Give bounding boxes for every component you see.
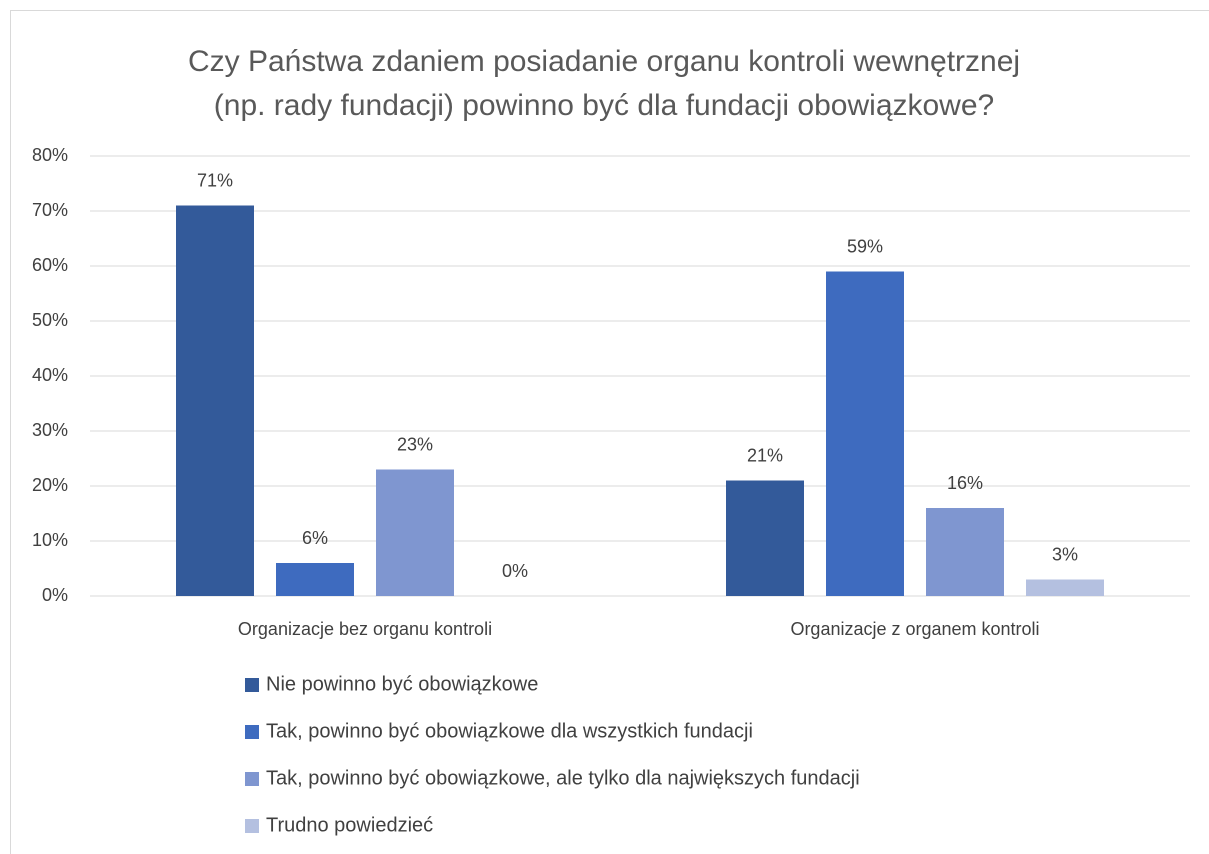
bar	[376, 469, 454, 596]
data-label: 21%	[747, 445, 783, 465]
y-tick-label: 20%	[32, 475, 68, 495]
data-label: 59%	[847, 236, 883, 256]
data-label: 16%	[947, 473, 983, 493]
y-tick-label: 30%	[32, 420, 68, 440]
legend-label: Tak, powinno być obowiązkowe, ale tylko …	[266, 767, 860, 789]
bar	[926, 508, 1004, 596]
bar	[826, 271, 904, 596]
x-tick-label: Organizacje z organem kontroli	[790, 619, 1039, 639]
legend-label: Nie powinno być obowiązkowe	[266, 673, 538, 695]
chart-title: Czy Państwa zdaniem posiadanie organu ko…	[188, 45, 1020, 78]
bar	[1026, 579, 1104, 596]
x-tick-label: Organizacje bez organu kontroli	[238, 619, 492, 639]
legend-swatch	[245, 725, 259, 739]
legend-swatch	[245, 678, 259, 692]
y-tick-label: 80%	[32, 145, 68, 165]
legend-label: Trudno powiedzieć	[266, 814, 433, 836]
legend-swatch	[245, 772, 259, 786]
data-label: 6%	[302, 528, 328, 548]
y-tick-label: 10%	[32, 530, 68, 550]
y-tick-label: 0%	[42, 585, 68, 605]
data-label: 3%	[1052, 544, 1078, 564]
bar	[176, 205, 254, 596]
y-tick-label: 50%	[32, 310, 68, 330]
data-label: 71%	[197, 170, 233, 190]
y-tick-label: 40%	[32, 365, 68, 385]
data-label: 0%	[502, 561, 528, 581]
bar	[276, 563, 354, 596]
chart-title: (np. rady fundacji) powinno być dla fund…	[214, 89, 994, 122]
y-tick-label: 60%	[32, 255, 68, 275]
bar	[726, 480, 804, 596]
y-tick-label: 70%	[32, 200, 68, 220]
legend-label: Tak, powinno być obowiązkowe dla wszystk…	[266, 720, 753, 742]
data-label: 23%	[397, 434, 433, 454]
legend-swatch	[245, 819, 259, 833]
